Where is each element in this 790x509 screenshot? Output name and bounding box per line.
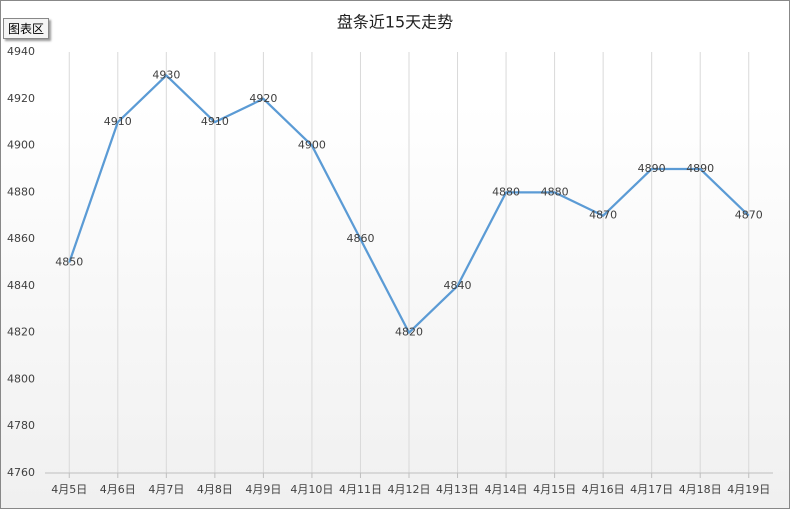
- data-label: 4880: [492, 185, 520, 198]
- data-label: 4820: [395, 326, 423, 339]
- data-label: 4890: [638, 162, 666, 175]
- x-tick-label: 4月6日: [100, 483, 136, 496]
- data-label: 4850: [55, 256, 83, 269]
- data-label: 4870: [735, 209, 763, 222]
- y-tick-label: 4780: [7, 419, 35, 432]
- data-label: 4840: [444, 279, 472, 292]
- x-tick-label: 4月14日: [485, 483, 528, 496]
- y-tick-label: 4840: [7, 279, 35, 292]
- x-tick-label: 4月5日: [51, 483, 87, 496]
- line: [68, 74, 750, 334]
- x-tick-label: 4月19日: [727, 483, 770, 496]
- data-label: 4870: [589, 209, 617, 222]
- x-tick-label: 4月18日: [679, 483, 722, 496]
- x-tick-label: 4月10日: [290, 483, 333, 496]
- y-tick-label: 4860: [7, 232, 35, 245]
- y-tick-label: 4940: [7, 45, 35, 58]
- data-label: 4930: [152, 68, 180, 81]
- data-label: 4910: [104, 115, 132, 128]
- y-tick-label: 4880: [7, 185, 35, 198]
- data-label: 4910: [201, 115, 229, 128]
- x-tick-label: 4月12日: [388, 483, 431, 496]
- data-label: 4880: [541, 185, 569, 198]
- chart-area-label[interactable]: 图表区: [3, 18, 50, 39]
- y-tick-label: 4820: [7, 326, 35, 339]
- x-tick-label: 4月15日: [533, 483, 576, 496]
- x-tick-label: 4月8日: [197, 483, 233, 496]
- x-tick-label: 4月16日: [582, 483, 625, 496]
- x-tick-label: 4月11日: [339, 483, 382, 496]
- x-tick-label: 4月17日: [630, 483, 673, 496]
- y-tick-label: 4800: [7, 372, 35, 385]
- data-label: 4900: [298, 139, 326, 152]
- y-tick-label: 4760: [7, 466, 35, 479]
- x-tick-label: 4月9日: [245, 483, 281, 496]
- chart-title: 盘条近15天走势: [337, 13, 453, 32]
- y-tick-label: 4920: [7, 92, 35, 105]
- x-tick-label: 4月7日: [148, 483, 184, 496]
- data-label: 4920: [249, 92, 277, 105]
- data-label: 4860: [346, 232, 374, 245]
- x-tick-label: 4月13日: [436, 483, 479, 496]
- data-label: 4890: [686, 162, 714, 175]
- y-tick-label: 4900: [7, 139, 35, 152]
